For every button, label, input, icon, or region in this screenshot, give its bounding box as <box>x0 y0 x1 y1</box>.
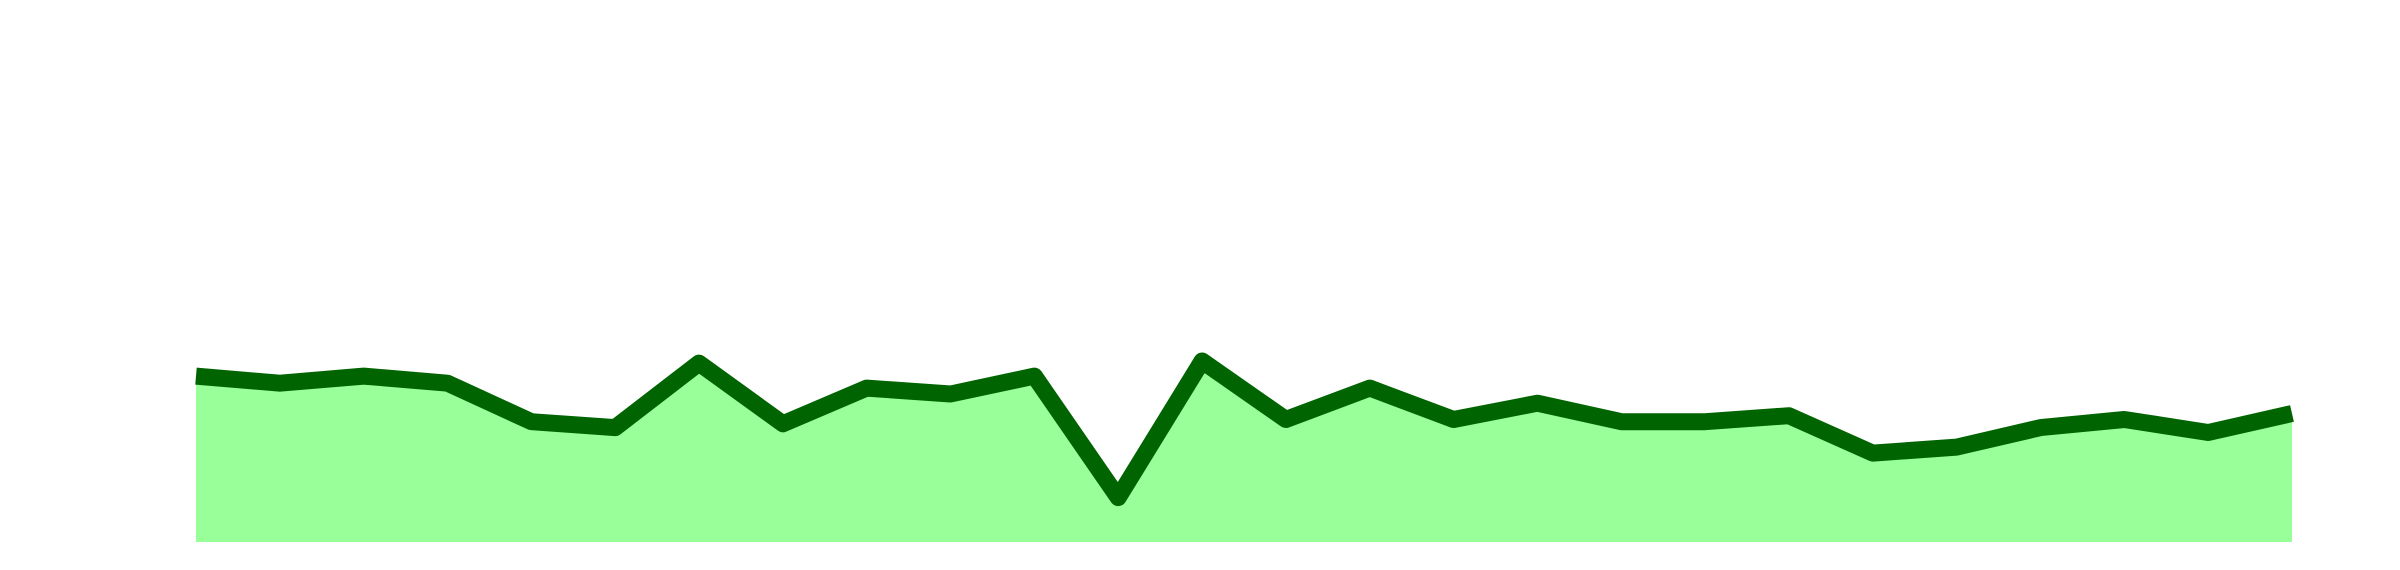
data-points <box>195 360 2293 498</box>
series-line <box>195 352 2294 507</box>
area-fill <box>196 361 2292 542</box>
